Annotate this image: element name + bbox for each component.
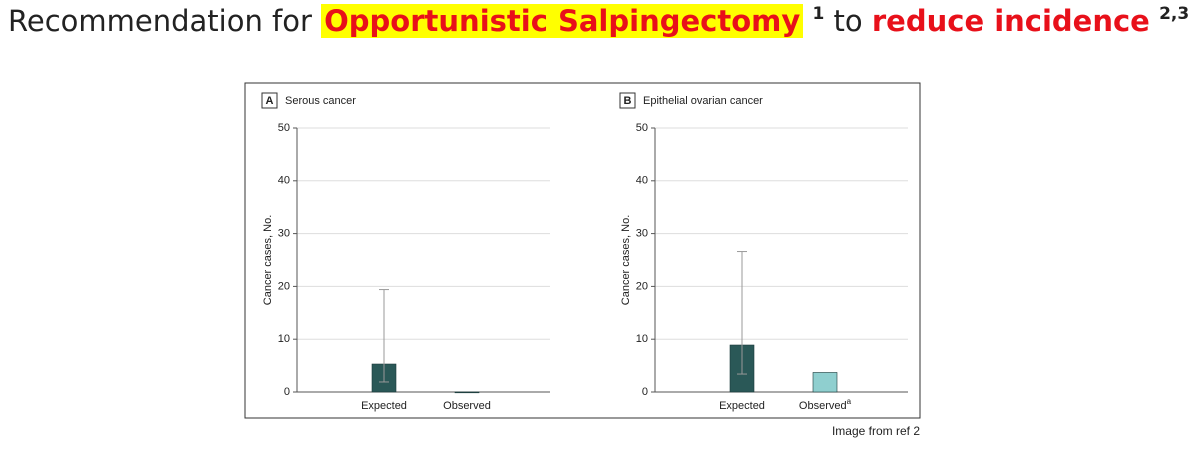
x-tick-label: Observeda (799, 397, 852, 412)
y-axis-label: Cancer cases, No. (620, 215, 632, 305)
panel-title: Epithelial ovarian cancer (643, 95, 763, 107)
x-tick-label: Expected (719, 400, 765, 412)
title-ref: 1 (812, 4, 825, 24)
y-axis-label: Cancer cases, No. (262, 215, 274, 305)
category-name: Observed (443, 400, 491, 412)
panel-label-box (619, 92, 636, 109)
y-tick-label: 0 (642, 386, 648, 398)
category-note: a (847, 397, 852, 406)
category-name: Expected (719, 400, 765, 412)
y-tick-label: 20 (636, 280, 648, 292)
y-tick-label: 10 (278, 333, 290, 345)
figure-frame (244, 82, 921, 419)
panel-label: A (266, 95, 274, 107)
bar (454, 391, 480, 394)
y-tick-label: 20 (278, 280, 290, 292)
caption: Image from ref 2 (832, 424, 920, 438)
y-tick-label: 30 (636, 228, 648, 240)
y-tick-label: 10 (636, 333, 648, 345)
panel-label-box (261, 92, 278, 109)
x-tick-label: Observed (443, 400, 491, 412)
y-tick-label: 50 (278, 122, 290, 134)
title-text: to (833, 4, 863, 38)
error-bar (737, 251, 747, 375)
x-tick-label: Expected (361, 400, 407, 412)
panel-title: Serous cancer (285, 95, 356, 107)
error-bar (379, 289, 389, 383)
panel-label: B (624, 95, 632, 107)
y-tick-label: 0 (284, 386, 290, 398)
y-tick-label: 40 (278, 175, 290, 187)
category-name: Observed (799, 400, 847, 412)
bar (812, 372, 838, 393)
title-ref: 2,3 (1159, 4, 1190, 24)
y-tick-label: 50 (636, 122, 648, 134)
slide-title: Recommendation for Opportunistic Salping… (8, 4, 1189, 38)
y-tick-label: 40 (636, 175, 648, 187)
title-emphasis: reduce incidence (871, 4, 1150, 38)
category-name: Expected (361, 400, 407, 412)
title-highlight: Opportunistic Salpingectomy (321, 4, 804, 38)
title-text: Recommendation for (8, 4, 312, 38)
y-tick-label: 30 (278, 228, 290, 240)
